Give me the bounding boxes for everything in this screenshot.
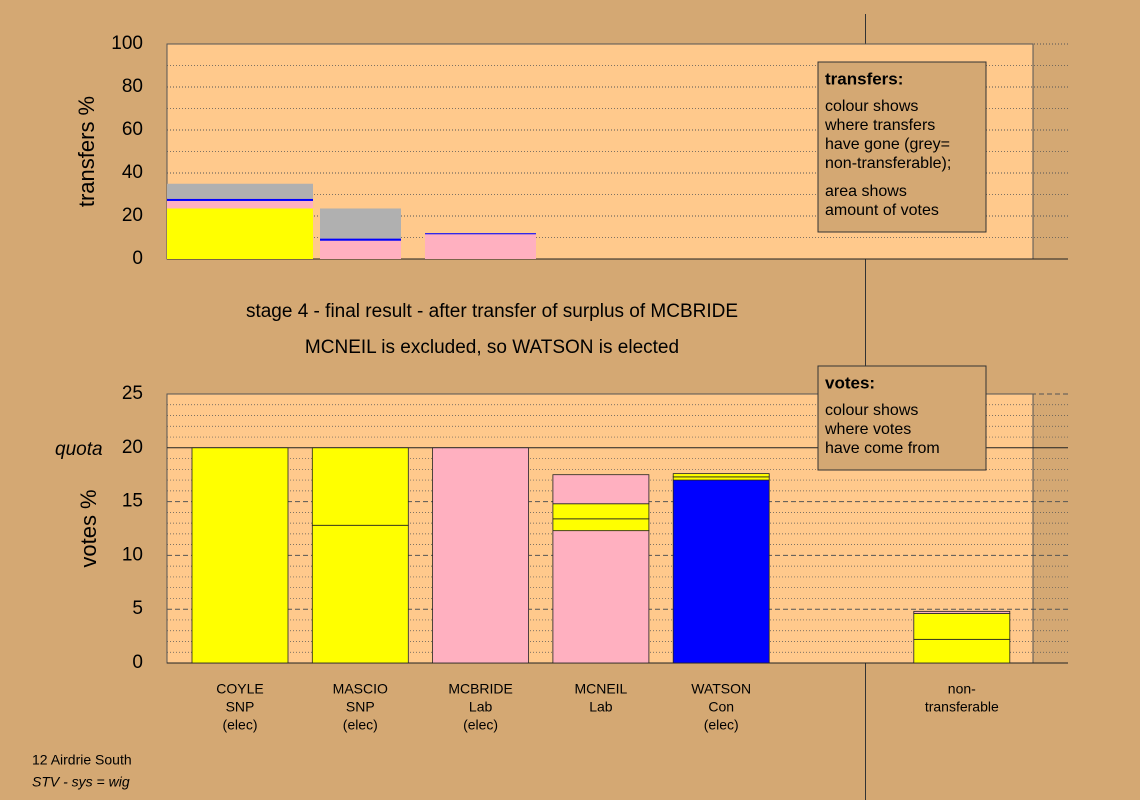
legend-text: colour shows — [825, 402, 918, 419]
legend-text: area shows — [825, 183, 907, 200]
legend-text: where votes — [824, 421, 911, 438]
x-tick-label: non- — [948, 681, 976, 697]
bar-segment — [320, 240, 401, 259]
bar-segment — [425, 233, 536, 235]
bar-segment — [552, 518, 650, 532]
bar-segment — [191, 447, 289, 664]
x-tick-label: COYLE — [216, 681, 263, 697]
legend-title: transfers: — [825, 69, 903, 88]
footer: STV - sys = wig — [32, 774, 130, 790]
y-tick-label: 0 — [132, 652, 143, 673]
y-tick-label: 0 — [132, 248, 143, 269]
x-tick-label: (elec) — [343, 717, 378, 733]
x-tick-label: WATSON — [691, 681, 751, 697]
bar-segment — [672, 476, 770, 481]
y-tick-label: 10 — [122, 544, 143, 565]
y-tick-label: 20 — [122, 437, 143, 458]
x-tick-label: (elec) — [463, 717, 498, 733]
bar-segment — [425, 234, 536, 259]
x-tick-label: MCNEIL — [574, 681, 627, 697]
legend-text: non-transferable); — [825, 155, 951, 172]
footer: 12 Airdrie South — [32, 752, 132, 768]
legend-title: votes: — [825, 373, 875, 392]
x-tick-label: Lab — [589, 699, 613, 715]
bar-segment — [167, 198, 313, 201]
bar-segment — [320, 238, 401, 241]
bar-segment — [432, 447, 530, 664]
legend-box — [817, 365, 987, 471]
bar-segment — [913, 613, 1011, 640]
x-tick-label: (elec) — [704, 717, 739, 733]
y-tick-label: 40 — [122, 162, 143, 183]
legend-text: amount of votes — [825, 202, 939, 219]
x-tick-label: MASCIO — [333, 681, 388, 697]
bar-segment — [167, 200, 313, 209]
bar-segment — [552, 530, 650, 664]
bar-segment — [672, 479, 770, 664]
y-axis-label: votes % — [76, 489, 101, 567]
y-tick-label: 5 — [132, 598, 143, 619]
caption: MCNEIL is excluded, so WATSON is elected — [305, 337, 679, 358]
legend-text: where transfers — [824, 117, 935, 134]
x-tick-label: Lab — [469, 699, 493, 715]
bar-segment — [672, 473, 770, 478]
y-tick-label: 80 — [122, 76, 143, 97]
x-tick-label: (elec) — [222, 717, 257, 733]
x-tick-label: SNP — [346, 699, 375, 715]
caption: stage 4 - final result - after transfer … — [246, 301, 738, 322]
bar-segment — [552, 503, 650, 520]
bar-segment — [913, 610, 1011, 614]
y-tick-label: 15 — [122, 491, 143, 512]
legend-box — [817, 61, 987, 233]
y-axis-label: transfers % — [74, 96, 99, 207]
x-tick-label: Con — [708, 699, 734, 715]
y-tick-label: 20 — [122, 205, 143, 226]
legend-text: colour shows — [825, 98, 918, 115]
bar-segment — [167, 208, 313, 259]
bar-segment — [320, 208, 401, 239]
y-tick-label: 60 — [122, 119, 143, 140]
bar-segment — [167, 183, 313, 199]
legend-text: have gone (grey= — [825, 136, 950, 153]
legend-text: have come from — [825, 440, 940, 457]
y-tick-label: 100 — [111, 33, 143, 54]
quota-label: quota — [55, 439, 103, 460]
bar-segment — [913, 638, 1011, 664]
x-tick-label: SNP — [226, 699, 255, 715]
bar-segment — [311, 447, 409, 526]
y-tick-label: 25 — [122, 383, 143, 404]
x-tick-label: transferable — [925, 699, 999, 715]
bar-segment — [311, 524, 409, 664]
x-tick-label: MCBRIDE — [448, 681, 513, 697]
bar-segment — [552, 474, 650, 505]
